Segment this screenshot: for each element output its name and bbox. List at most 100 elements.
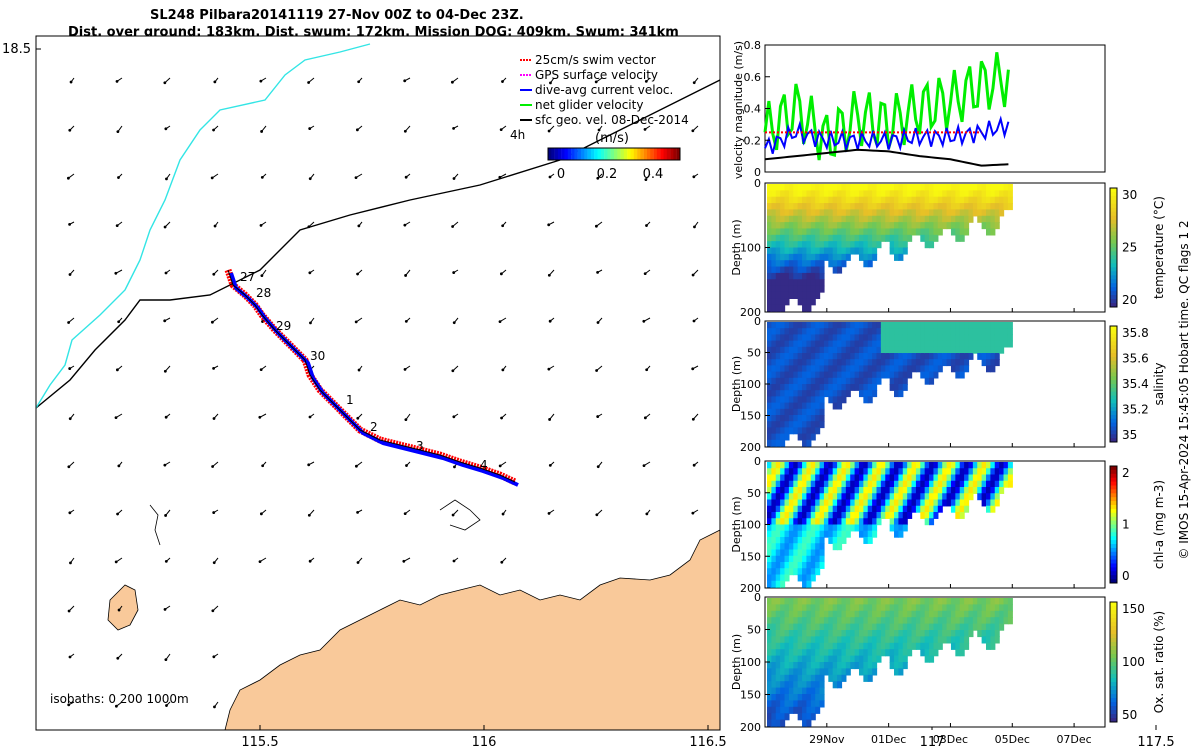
profile-cell xyxy=(885,328,891,336)
profile-cell xyxy=(793,346,799,354)
profile-cell xyxy=(867,649,873,657)
profile-cell xyxy=(806,642,812,650)
current-vector-head xyxy=(547,129,551,133)
profile-cell xyxy=(863,493,869,501)
profile-cell xyxy=(806,468,812,476)
profile-cell xyxy=(942,209,948,217)
profile-cell xyxy=(819,247,825,255)
profile-cell xyxy=(885,649,891,657)
profile-colorbar-cell xyxy=(1110,532,1117,537)
profile-cell xyxy=(858,636,864,644)
profile-cell xyxy=(832,241,838,249)
current-vector-head xyxy=(596,176,600,180)
profile-cell xyxy=(867,610,873,618)
profile-cell xyxy=(872,253,878,261)
profile-cell xyxy=(942,353,948,360)
profile-cell xyxy=(767,260,773,268)
profile-cell xyxy=(793,421,799,429)
profile-cell xyxy=(968,322,974,329)
profile-cell xyxy=(985,209,992,217)
velocity-axis-title: velocity magnitude (m/s) xyxy=(732,41,745,179)
profile-cell xyxy=(981,610,987,618)
profile-cell xyxy=(985,184,992,192)
profile-cell xyxy=(802,340,808,348)
profile-cell xyxy=(797,241,803,249)
profile-cell xyxy=(894,649,900,657)
profile-cell xyxy=(863,655,869,663)
profile-cell xyxy=(793,617,799,625)
profile-cell xyxy=(880,649,886,657)
profile-cell xyxy=(815,630,821,638)
profile-cell xyxy=(815,598,821,606)
profile-cell xyxy=(845,346,851,354)
profile-cell xyxy=(837,241,843,249)
profile-cell xyxy=(837,203,843,211)
profile-cell xyxy=(832,234,838,242)
profile-cell xyxy=(806,371,812,379)
current-vector-head xyxy=(594,80,598,84)
profile-cell xyxy=(1007,340,1013,348)
profile-cell xyxy=(837,636,843,644)
profile-cell xyxy=(924,241,930,249)
profile-cell xyxy=(858,371,864,379)
current-vector-head xyxy=(692,463,696,467)
profile-colorbar-tick: 20 xyxy=(1122,293,1137,307)
profile-cell xyxy=(819,462,825,469)
profile-cell xyxy=(837,655,843,663)
profile-cell xyxy=(837,642,843,650)
profile-cell xyxy=(823,247,829,255)
current-vector-head xyxy=(165,704,168,707)
profile-cell xyxy=(889,228,895,236)
profile-cell xyxy=(819,222,825,230)
profile-cell xyxy=(780,604,786,612)
profile-cell xyxy=(929,649,935,657)
velocity-y-label: 0 xyxy=(754,166,761,179)
profile-cell xyxy=(784,396,790,404)
profile-cell xyxy=(1003,184,1009,192)
profile-cell xyxy=(972,334,978,342)
profile-cell xyxy=(854,598,860,606)
current-vector-head xyxy=(163,81,167,85)
profile-cell xyxy=(788,334,794,342)
current-vector-head xyxy=(210,320,214,324)
profile-cell xyxy=(929,655,935,663)
profile-cell xyxy=(802,713,808,721)
profile-cell xyxy=(780,598,786,606)
profile-y-label: 150 xyxy=(740,410,761,423)
profile-cell xyxy=(867,334,873,342)
profile-cell xyxy=(802,184,808,192)
profile-cell xyxy=(828,222,834,230)
profile-cell xyxy=(832,228,838,236)
profile-cell xyxy=(767,384,773,391)
profile-cell xyxy=(806,487,812,494)
profile-cell xyxy=(867,353,873,360)
profile-cell xyxy=(841,328,847,336)
profile-cell xyxy=(775,384,781,391)
profile-cell xyxy=(894,487,900,494)
profile-cell xyxy=(1007,610,1013,618)
profile-cell xyxy=(845,655,851,663)
profile-cell xyxy=(815,346,821,354)
profile-y-label: 0 xyxy=(754,591,761,604)
profile-cell xyxy=(902,604,908,612)
profile-cell xyxy=(880,203,886,211)
profile-cell xyxy=(806,518,812,526)
profile-cell xyxy=(858,649,864,657)
profile-cell xyxy=(771,681,777,689)
profile-cell xyxy=(845,474,851,482)
profile-cell xyxy=(780,353,786,360)
profile-cell xyxy=(898,668,904,676)
profile-cell xyxy=(968,209,974,217)
profile-cell xyxy=(841,655,847,663)
profile-cell xyxy=(784,674,790,682)
profile-cell xyxy=(894,518,900,526)
profile-cell xyxy=(907,630,913,638)
profile-cell xyxy=(911,190,917,198)
profile-cell xyxy=(872,359,878,367)
profile-cell xyxy=(937,184,943,192)
profile-cell xyxy=(924,505,930,513)
profile-cell xyxy=(964,505,970,513)
profile-cell xyxy=(999,487,1005,494)
current-vector-head xyxy=(452,415,456,419)
profile-cell xyxy=(898,493,904,501)
